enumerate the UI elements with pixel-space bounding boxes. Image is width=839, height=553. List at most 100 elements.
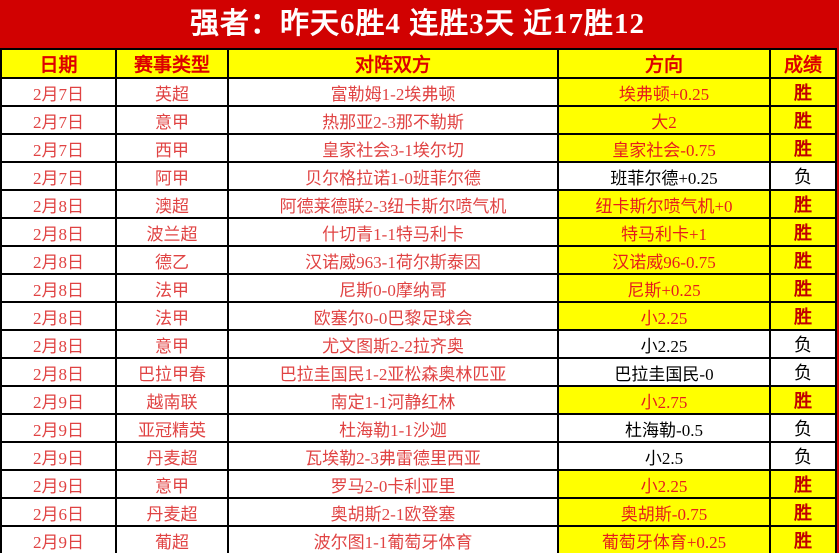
result-cell: 负 — [769, 329, 837, 359]
date-cell: 2月9日 — [0, 385, 117, 415]
league-cell: 德乙 — [115, 245, 229, 275]
title-banner: 强者：昨天6胜4 连胜3天 近17胜12 — [0, 0, 835, 48]
direction-cell: 小2.25 — [557, 469, 771, 499]
date-cell: 2月8日 — [0, 329, 117, 359]
column-header-result: 成绩 — [769, 48, 837, 79]
match-cell: 汉诺威963-1荷尔斯泰因 — [227, 245, 559, 275]
match-cell: 阿德莱德联2-3纽卡斯尔喷气机 — [227, 189, 559, 219]
league-cell: 英超 — [115, 77, 229, 107]
result-cell: 胜 — [769, 189, 837, 219]
table-row: 2月6日 丹麦超 奥胡斯2-1欧登塞 奥胡斯-0.75 胜 — [0, 497, 837, 527]
match-cell: 巴拉圭国民1-2亚松森奥林匹亚 — [227, 357, 559, 387]
date-cell: 2月9日 — [0, 525, 117, 553]
date-cell: 2月8日 — [0, 189, 117, 219]
date-cell: 2月8日 — [0, 217, 117, 247]
direction-cell: 葡萄牙体育+0.25 — [557, 525, 771, 553]
match-cell: 富勒姆1-2埃弗顿 — [227, 77, 559, 107]
direction-cell: 奥胡斯-0.75 — [557, 497, 771, 527]
match-cell: 皇家社会3-1埃尔切 — [227, 133, 559, 163]
table-row: 2月9日 意甲 罗马2-0卡利亚里 小2.25 胜 — [0, 469, 837, 499]
league-cell: 意甲 — [115, 329, 229, 359]
result-cell: 负 — [769, 441, 837, 471]
match-cell: 奥胡斯2-1欧登塞 — [227, 497, 559, 527]
match-cell: 波尔图1-1葡萄牙体育 — [227, 525, 559, 553]
result-cell: 胜 — [769, 497, 837, 527]
league-cell: 法甲 — [115, 301, 229, 331]
date-cell: 2月7日 — [0, 105, 117, 135]
result-cell: 胜 — [769, 469, 837, 499]
table-row: 2月9日 葡超 波尔图1-1葡萄牙体育 葡萄牙体育+0.25 胜 — [0, 525, 837, 553]
direction-cell: 汉诺威96-0.75 — [557, 245, 771, 275]
league-cell: 波兰超 — [115, 217, 229, 247]
direction-cell: 大2 — [557, 105, 771, 135]
date-cell: 2月7日 — [0, 77, 117, 107]
direction-cell: 小2.5 — [557, 441, 771, 471]
match-cell: 贝尔格拉诺1-0班菲尔德 — [227, 161, 559, 191]
table-row: 2月7日 阿甲 贝尔格拉诺1-0班菲尔德 班菲尔德+0.25 负 — [0, 161, 837, 191]
table-row: 2月8日 法甲 尼斯0-0摩纳哥 尼斯+0.25 胜 — [0, 273, 837, 303]
direction-cell: 小2.25 — [557, 329, 771, 359]
result-cell: 胜 — [769, 77, 837, 107]
match-cell: 尤文图斯2-2拉齐奥 — [227, 329, 559, 359]
direction-cell: 小2.75 — [557, 385, 771, 415]
date-cell: 2月8日 — [0, 245, 117, 275]
league-cell: 西甲 — [115, 133, 229, 163]
result-cell: 胜 — [769, 133, 837, 163]
table-row: 2月7日 英超 富勒姆1-2埃弗顿 埃弗顿+0.25 胜 — [0, 77, 837, 107]
league-cell: 意甲 — [115, 469, 229, 499]
league-cell: 亚冠精英 — [115, 413, 229, 443]
date-cell: 2月7日 — [0, 133, 117, 163]
result-cell: 胜 — [769, 525, 837, 553]
results-tbody: 2月7日 英超 富勒姆1-2埃弗顿 埃弗顿+0.25 胜 2月7日 意甲 热那亚… — [0, 77, 837, 553]
date-cell: 2月8日 — [0, 357, 117, 387]
table-row: 2月8日 意甲 尤文图斯2-2拉齐奥 小2.25 负 — [0, 329, 837, 359]
league-cell: 阿甲 — [115, 161, 229, 191]
match-cell: 瓦埃勒2-3弗雷德里西亚 — [227, 441, 559, 471]
league-cell: 丹麦超 — [115, 497, 229, 527]
date-cell: 2月9日 — [0, 413, 117, 443]
table-row: 2月8日 德乙 汉诺威963-1荷尔斯泰因 汉诺威96-0.75 胜 — [0, 245, 837, 275]
match-cell: 罗马2-0卡利亚里 — [227, 469, 559, 499]
result-cell: 负 — [769, 357, 837, 387]
table-row: 2月9日 丹麦超 瓦埃勒2-3弗雷德里西亚 小2.5 负 — [0, 441, 837, 471]
league-cell: 越南联 — [115, 385, 229, 415]
direction-cell: 纽卡斯尔喷气机+0 — [557, 189, 771, 219]
league-cell: 巴拉甲春 — [115, 357, 229, 387]
league-cell: 葡超 — [115, 525, 229, 553]
direction-cell: 杜海勒-0.5 — [557, 413, 771, 443]
direction-cell: 埃弗顿+0.25 — [557, 77, 771, 107]
result-cell: 胜 — [769, 301, 837, 331]
date-cell: 2月9日 — [0, 469, 117, 499]
results-header: 日期 赛事类型 对阵双方 方向 成绩 — [0, 48, 837, 79]
direction-cell: 巴拉圭国民-0 — [557, 357, 771, 387]
result-cell: 胜 — [769, 105, 837, 135]
table-row: 2月7日 西甲 皇家社会3-1埃尔切 皇家社会-0.75 胜 — [0, 133, 837, 163]
match-cell: 南定1-1河静红林 — [227, 385, 559, 415]
date-cell: 2月6日 — [0, 497, 117, 527]
result-cell: 胜 — [769, 217, 837, 247]
league-cell: 意甲 — [115, 105, 229, 135]
column-header-date: 日期 — [0, 48, 117, 79]
result-cell: 胜 — [769, 245, 837, 275]
match-cell: 什切青1-1特马利卡 — [227, 217, 559, 247]
date-cell: 2月8日 — [0, 273, 117, 303]
direction-cell: 小2.25 — [557, 301, 771, 331]
match-cell: 欧塞尔0-0巴黎足球会 — [227, 301, 559, 331]
match-cell: 尼斯0-0摩纳哥 — [227, 273, 559, 303]
header-row: 日期 赛事类型 对阵双方 方向 成绩 — [0, 48, 837, 79]
date-cell: 2月9日 — [0, 441, 117, 471]
table-row: 2月7日 意甲 热那亚2-3那不勒斯 大2 胜 — [0, 105, 837, 135]
table-row: 2月9日 亚冠精英 杜海勒1-1沙迦 杜海勒-0.5 负 — [0, 413, 837, 443]
table-row: 2月8日 巴拉甲春 巴拉圭国民1-2亚松森奥林匹亚 巴拉圭国民-0 负 — [0, 357, 837, 387]
league-cell: 法甲 — [115, 273, 229, 303]
league-cell: 澳超 — [115, 189, 229, 219]
result-cell: 胜 — [769, 385, 837, 415]
match-cell: 杜海勒1-1沙迦 — [227, 413, 559, 443]
table-row: 2月8日 波兰超 什切青1-1特马利卡 特马利卡+1 胜 — [0, 217, 837, 247]
results-table: 日期 赛事类型 对阵双方 方向 成绩 2月7日 英超 富勒姆1-2埃弗顿 埃弗顿… — [0, 48, 837, 553]
match-cell: 热那亚2-3那不勒斯 — [227, 105, 559, 135]
result-cell: 负 — [769, 161, 837, 191]
column-header-match: 对阵双方 — [227, 48, 559, 79]
direction-cell: 班菲尔德+0.25 — [557, 161, 771, 191]
